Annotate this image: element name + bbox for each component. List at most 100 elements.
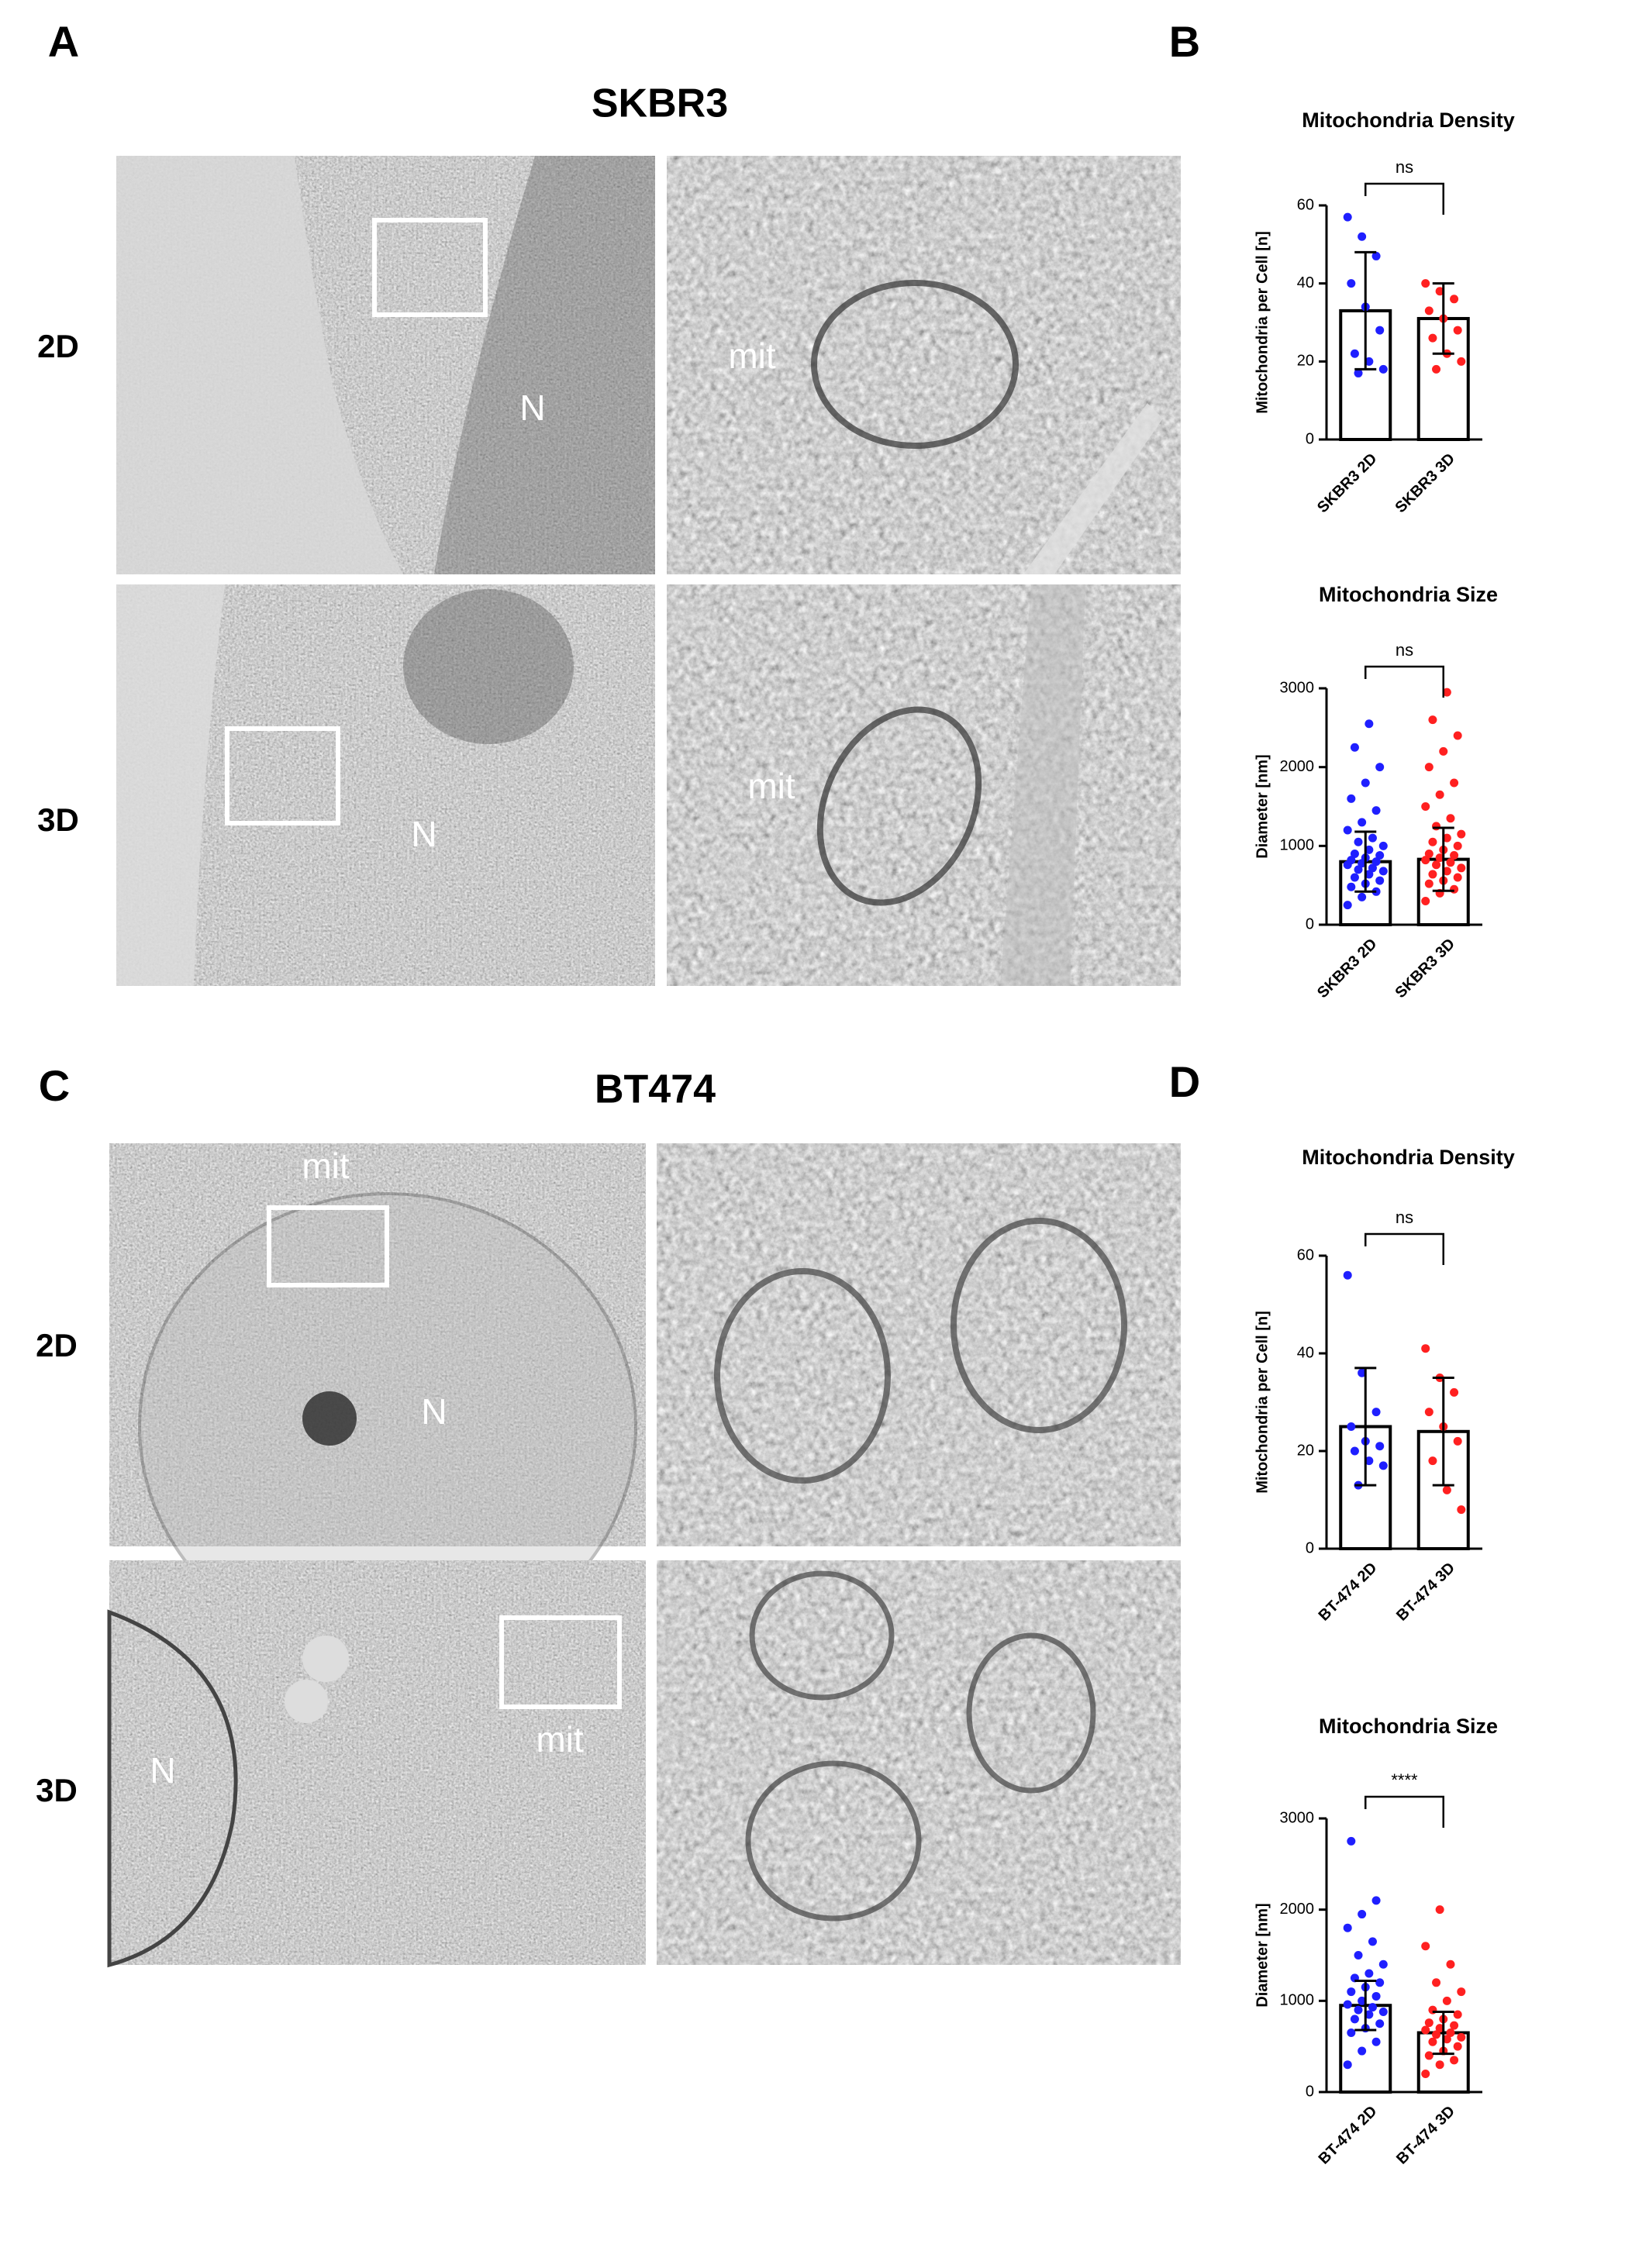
data-point (1453, 2042, 1462, 2051)
data-point (1424, 850, 1434, 858)
mitochondrion (966, 1632, 1096, 1794)
membrane (1000, 584, 1085, 986)
data-point (1371, 1991, 1381, 2001)
data-point (1428, 333, 1437, 343)
y-tick-label: 0 (1306, 2083, 1314, 2100)
data-point (1368, 833, 1377, 843)
row-label: 3D (36, 1772, 78, 1808)
data-point (1343, 1923, 1352, 1932)
image-label: mit (728, 336, 776, 376)
data-point (1371, 1408, 1381, 1417)
micrographs (107, 156, 1181, 1968)
data-point (1371, 251, 1381, 260)
significance-bracket (1365, 182, 1444, 215)
nuclear-envelope (107, 1609, 238, 1968)
data-point (1446, 858, 1455, 867)
data-point (1442, 2035, 1451, 2044)
data-point (1435, 2024, 1444, 2033)
data-point (1343, 901, 1352, 910)
y-tick-label: 2000 (1280, 1901, 1315, 1918)
data-point (1368, 863, 1377, 873)
data-point (1421, 2069, 1430, 2078)
vesicle (302, 1636, 349, 1682)
data-point (1435, 790, 1444, 799)
data-point (1358, 1910, 1367, 1919)
y-tick-label: 40 (1297, 1344, 1314, 1361)
significance-label: ns (1396, 640, 1413, 660)
data-point (1450, 295, 1459, 304)
data-point (1371, 806, 1381, 815)
data-point (1358, 892, 1367, 901)
data-point (1347, 279, 1356, 288)
data-point (1450, 2056, 1459, 2065)
row-label: 2D (37, 328, 79, 364)
y-tick-label: 1000 (1280, 837, 1315, 854)
inset-box (499, 1615, 622, 1709)
data-point (1453, 1436, 1462, 1446)
data-point (1343, 1270, 1352, 1280)
y-tick-label: 20 (1297, 1442, 1314, 1459)
y-tick-label: 0 (1306, 915, 1314, 932)
data-point (1442, 1485, 1451, 1494)
data-point (1378, 1960, 1388, 1969)
inset-box (225, 726, 340, 826)
significance-bracket (1365, 665, 1444, 698)
mitochondrion (714, 1268, 891, 1484)
data-point (1457, 357, 1466, 366)
data-point (1365, 870, 1374, 879)
data-point (1343, 826, 1352, 835)
micrograph (657, 1143, 1181, 1546)
significance-bracket (1365, 1795, 1444, 1828)
micrograph (657, 1560, 1181, 1965)
data-point (1347, 2028, 1356, 2038)
data-point (1368, 2003, 1377, 2012)
data-point (1347, 794, 1356, 803)
data-point (1428, 837, 1437, 846)
data-point (1453, 326, 1462, 335)
data-point (1432, 2030, 1441, 2039)
chart-title: Mitochondria Density (1302, 1146, 1515, 1169)
data-point (1428, 870, 1437, 879)
data-point (1432, 364, 1441, 374)
data-point (1424, 2051, 1434, 2060)
inset-box (372, 218, 488, 317)
data-point (1421, 279, 1430, 288)
membrane (1023, 403, 1163, 574)
data-point (1365, 2010, 1374, 2019)
image-label: N (519, 388, 545, 428)
data-point (1358, 1368, 1367, 1377)
data-point (1347, 1987, 1356, 1997)
x-tick-label: SKBR3 3D (1392, 450, 1459, 517)
data-point (1450, 884, 1459, 894)
error-bar (1354, 250, 1377, 371)
data-point (1457, 829, 1466, 839)
data-point (1378, 364, 1388, 374)
data-point (1450, 1387, 1459, 1397)
data-point (1354, 865, 1363, 874)
data-point (1421, 2025, 1430, 2035)
data-point (1457, 863, 1466, 873)
panel-title: BT474 (595, 1067, 716, 1112)
data-point (1375, 851, 1385, 860)
panel-letter: A (48, 17, 79, 66)
data-point (1378, 841, 1388, 850)
data-point (1450, 851, 1459, 860)
y-tick-label: 40 (1297, 274, 1314, 291)
background-region (116, 156, 403, 574)
data-point (1354, 2005, 1363, 2015)
significance-label: **** (1391, 1770, 1418, 1790)
micrograph (667, 584, 1181, 986)
y-axis-label: Mitochondria per Cell [n] (1254, 1311, 1271, 1494)
data-point (1450, 2021, 1459, 2030)
panel-letter: D (1169, 1057, 1200, 1106)
data-point (1378, 2007, 1388, 2016)
data-point (1439, 746, 1448, 756)
data-point (1347, 882, 1356, 891)
data-point (1350, 873, 1359, 882)
row-label: 3D (37, 801, 79, 838)
data-point (1428, 2037, 1437, 2046)
significance-label: ns (1396, 1208, 1413, 1227)
data-point (1347, 856, 1356, 865)
x-tick-label: BT-474 3D (1393, 2103, 1458, 2168)
